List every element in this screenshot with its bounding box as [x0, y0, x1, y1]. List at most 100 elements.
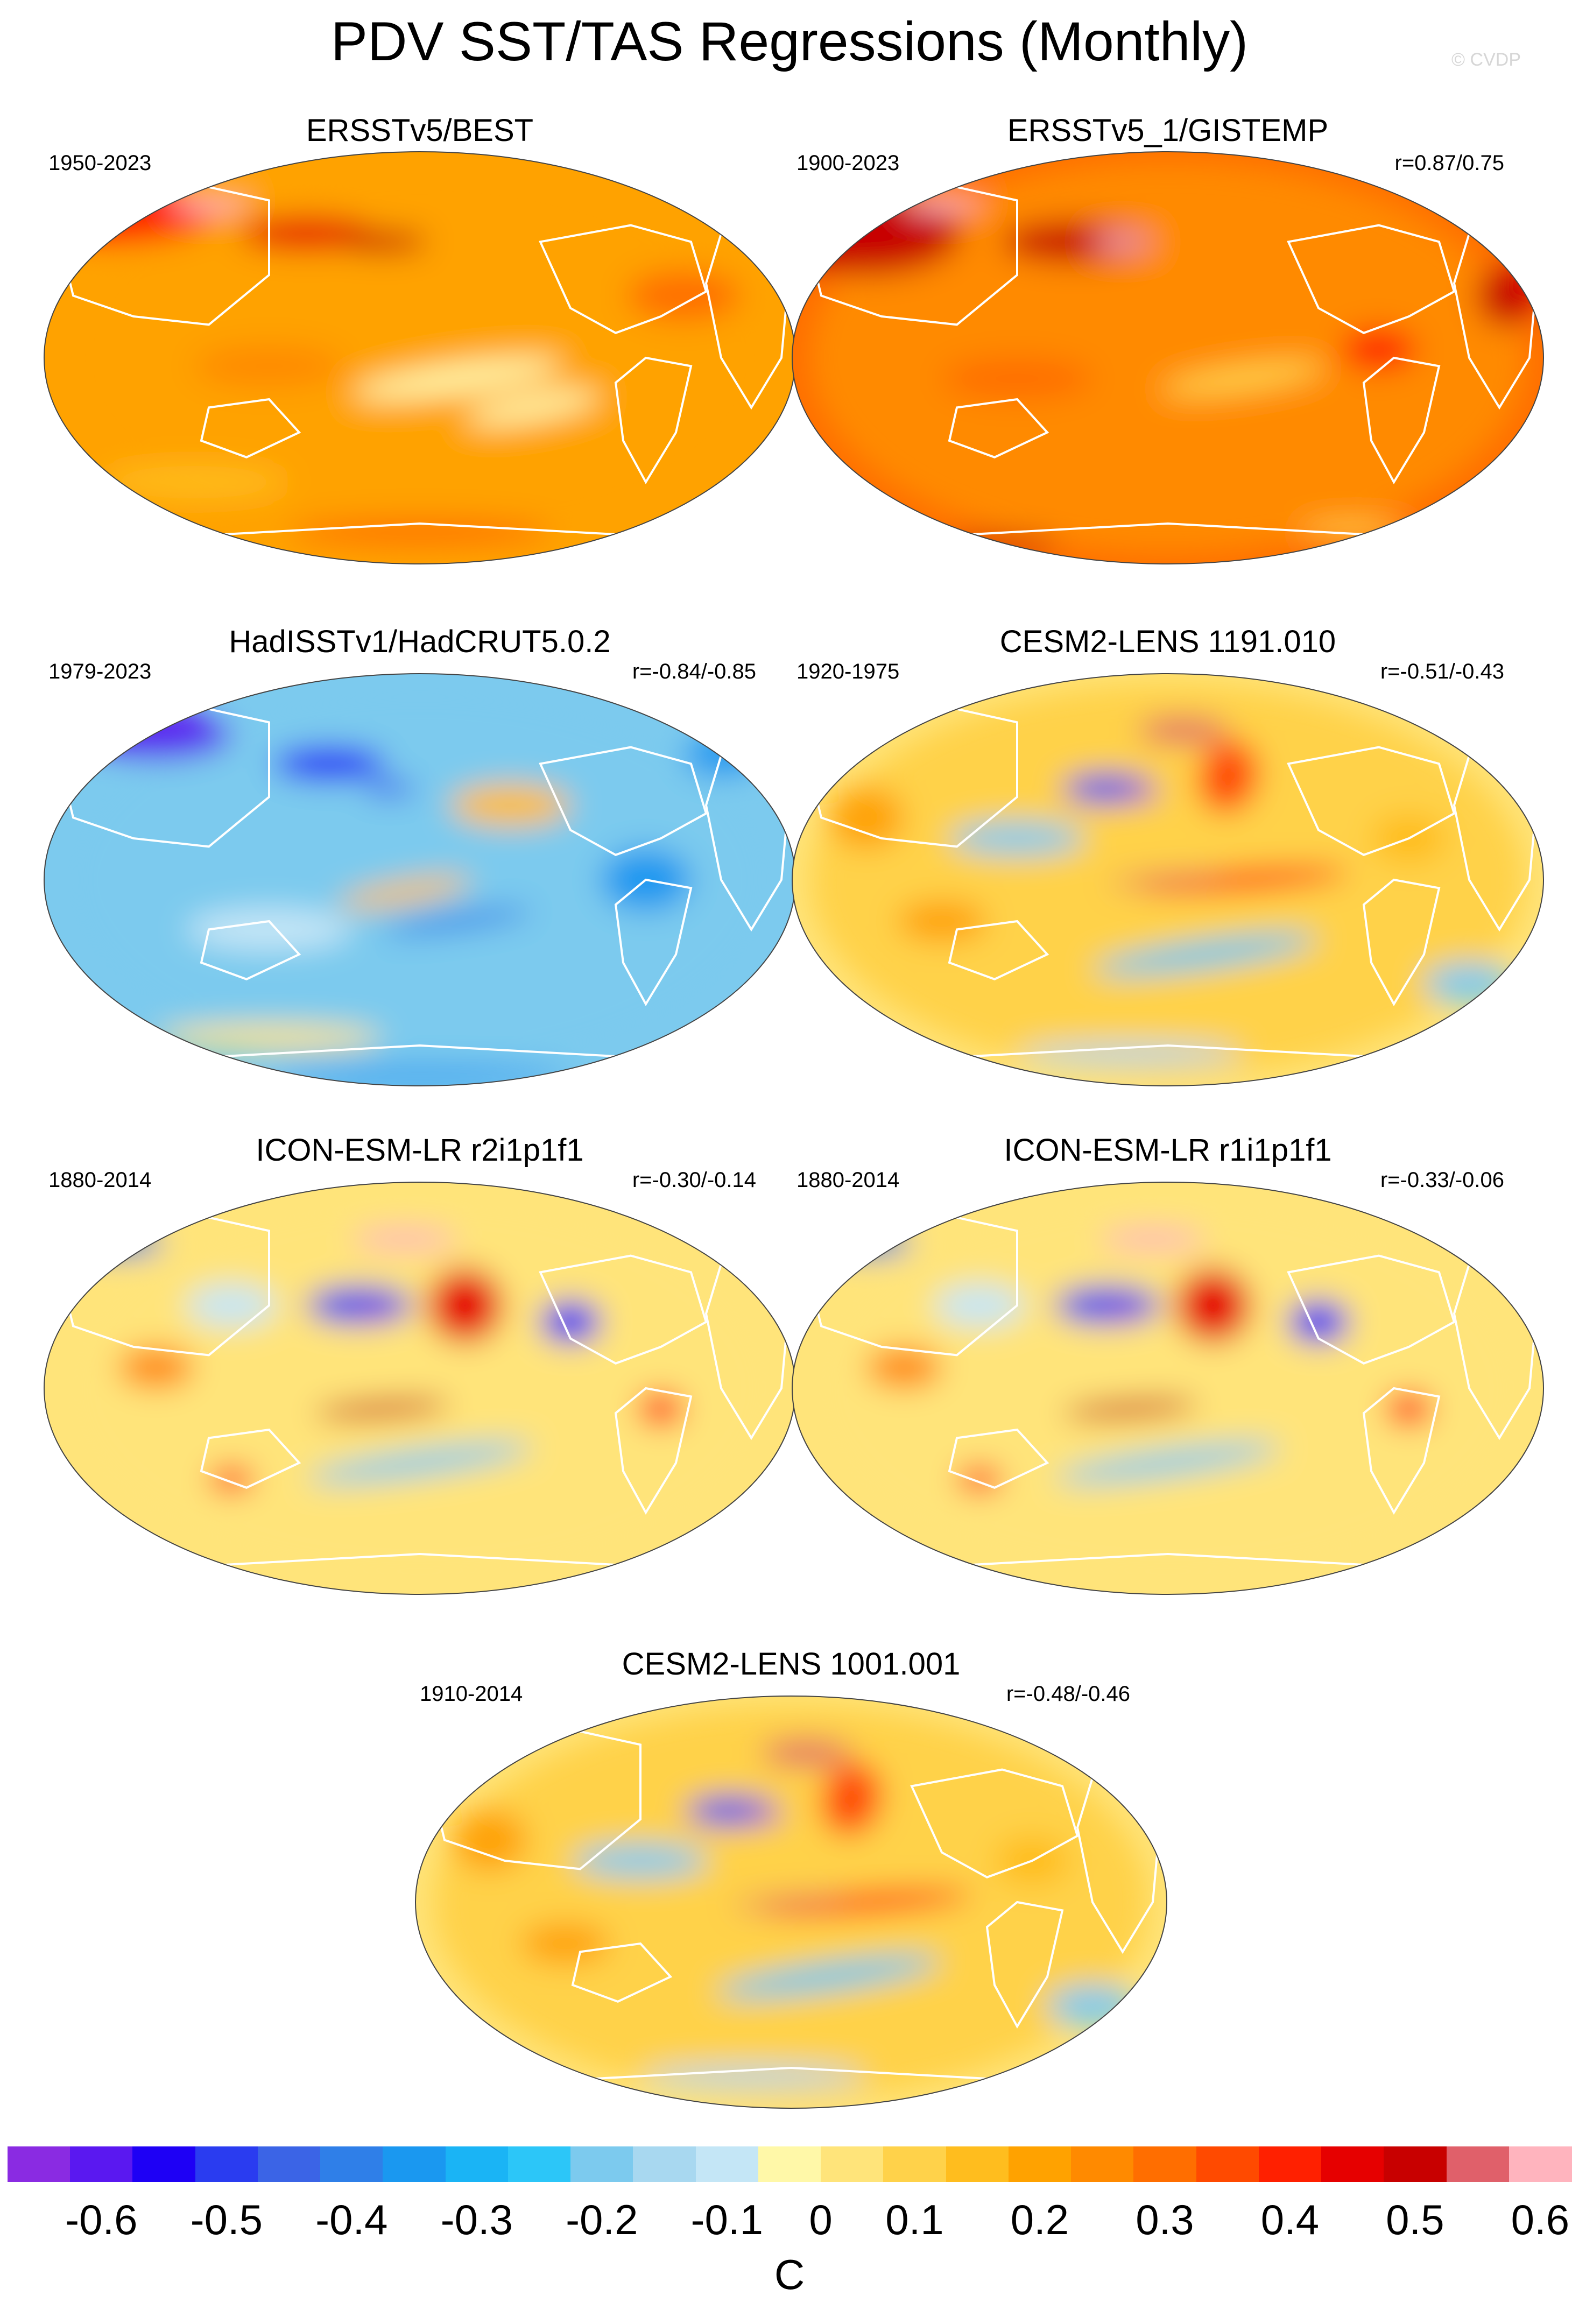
anomaly-region	[683, 734, 759, 776]
anomaly-region	[1138, 867, 1349, 893]
anomaly-region	[638, 1392, 683, 1426]
colorbar-swatch	[1071, 2146, 1134, 2182]
colorbar-swatch	[8, 2146, 71, 2182]
anomaly-region	[1115, 786, 1160, 799]
anomaly-region	[1424, 963, 1514, 1004]
panel-title: ICON-ESM-LR r1i1p1f1	[1004, 1133, 1332, 1168]
coastline	[200, 1428, 301, 1489]
coastline	[948, 1428, 1049, 1489]
colorbar-tick: -0.1	[690, 2196, 763, 2243]
anomaly-region	[1175, 1268, 1251, 1343]
anomaly-region	[949, 822, 1085, 855]
colorbar-tick: 0	[809, 2196, 833, 2243]
colorbar-swatch	[695, 2146, 759, 2182]
coastline	[539, 1254, 708, 1365]
anomaly-region	[761, 1889, 972, 1915]
colorbar-tick: 0.1	[885, 2196, 944, 2243]
coastline	[1362, 878, 1441, 1007]
coastline	[614, 878, 693, 1007]
anomaly-region	[1341, 329, 1416, 371]
panel-period-label: 1910-2014	[420, 1682, 523, 1706]
panel-title: ERSSTv5/BEST	[306, 113, 534, 148]
colorbar-swatch	[946, 2146, 1009, 2182]
anomaly-region	[573, 1844, 708, 1877]
coastline	[614, 356, 693, 485]
anomaly-region	[186, 908, 352, 950]
regression-map	[44, 1182, 796, 1595]
anomaly-region	[1161, 362, 1326, 395]
colorbar-swatch	[1258, 2146, 1322, 2182]
anomaly-region	[717, 1956, 941, 1997]
colorbar-tick: -0.3	[440, 2196, 513, 2243]
figure-title: PDV SST/TAS Regressions (Monthly)	[330, 11, 1249, 72]
coastline	[539, 224, 708, 334]
colorbar-tick: 0.4	[1260, 2196, 1320, 2243]
colorbar-swatch	[70, 2146, 133, 2182]
colorbar-swatch	[1446, 2146, 1510, 2182]
coastline	[910, 1768, 1079, 1878]
anomaly-region	[156, 1025, 382, 1050]
colorbar-tick: -0.6	[65, 2196, 138, 2243]
anomaly-region	[352, 1228, 457, 1250]
anomaly-region	[761, 1740, 851, 1765]
colorbar-tick: 0.2	[1010, 2196, 1069, 2243]
coastline	[948, 398, 1049, 458]
anomaly-region	[352, 1306, 397, 1321]
colorbar-swatch	[1384, 2146, 1447, 2182]
panel-correlation-label: r=-0.33/-0.06	[1380, 1168, 1504, 1192]
colorbar-swatch	[1508, 2146, 1572, 2182]
anomaly-region	[427, 1268, 503, 1343]
anomaly-region	[540, 1301, 601, 1343]
map-border	[415, 1696, 1167, 2109]
colorbar-tick: -0.4	[315, 2196, 388, 2243]
anomaly-region	[640, 2066, 866, 2087]
anomaly-region	[1017, 1043, 1243, 1064]
regression-map	[792, 1182, 1544, 1595]
anomaly-region	[1047, 1985, 1138, 2026]
colorbar-swatch	[257, 2146, 321, 2182]
anomaly-region	[353, 358, 562, 399]
anomaly-region	[383, 908, 532, 935]
anomaly-region	[1288, 1301, 1349, 1343]
anomaly-region	[1092, 234, 1153, 249]
map-border	[792, 151, 1544, 564]
coastline	[614, 1387, 693, 1515]
anomaly-region	[1108, 873, 1228, 887]
colorbar-tick: -0.2	[566, 2196, 638, 2243]
anomaly-region	[100, 465, 288, 499]
panel-title: CESM2-LENS 1191.010	[999, 624, 1336, 659]
panel-period-label: 1880-2014	[796, 1168, 900, 1192]
anomaly-region	[62, 1191, 778, 1585]
cvdp-watermark: © CVDP	[1451, 50, 1521, 70]
anomaly-region	[269, 1066, 570, 1083]
colorbar-swatch	[320, 2146, 384, 2182]
anomaly-region	[810, 1191, 1526, 1585]
anomaly-region	[1100, 1306, 1145, 1321]
colorbar-swatch	[883, 2146, 947, 2182]
map-border	[792, 1182, 1544, 1595]
anomaly-region	[942, 358, 1092, 399]
anomaly-region	[118, 1347, 194, 1388]
colorbar-swatch	[821, 2146, 884, 2182]
anomaly-region	[1100, 1228, 1206, 1250]
anomaly-region	[1062, 1399, 1198, 1419]
regression-map	[415, 1696, 1167, 2109]
anomaly-region	[194, 345, 344, 387]
anomaly-region	[73, 1231, 164, 1256]
anomaly-region	[1138, 718, 1228, 743]
coastline	[571, 1942, 673, 2003]
colorbar-swatch	[1321, 2146, 1385, 2182]
panel-period-label: 1979-2023	[48, 660, 152, 683]
anomaly-region	[1056, 1443, 1280, 1483]
coastline	[1362, 1387, 1441, 1515]
anomaly-region	[866, 1347, 942, 1388]
colorbar	[8, 2146, 1572, 2182]
panel-correlation-label: r=-0.84/-0.85	[632, 660, 756, 683]
panel-period-label: 1950-2023	[48, 151, 152, 175]
colorbar-swatch	[1133, 2146, 1197, 2182]
anomaly-region	[897, 900, 987, 942]
colorbar-swatch	[1196, 2146, 1259, 2182]
colorbar-unit-label: C	[774, 2251, 805, 2298]
anomaly-region	[1094, 934, 1317, 974]
anomaly-region	[288, 519, 552, 545]
